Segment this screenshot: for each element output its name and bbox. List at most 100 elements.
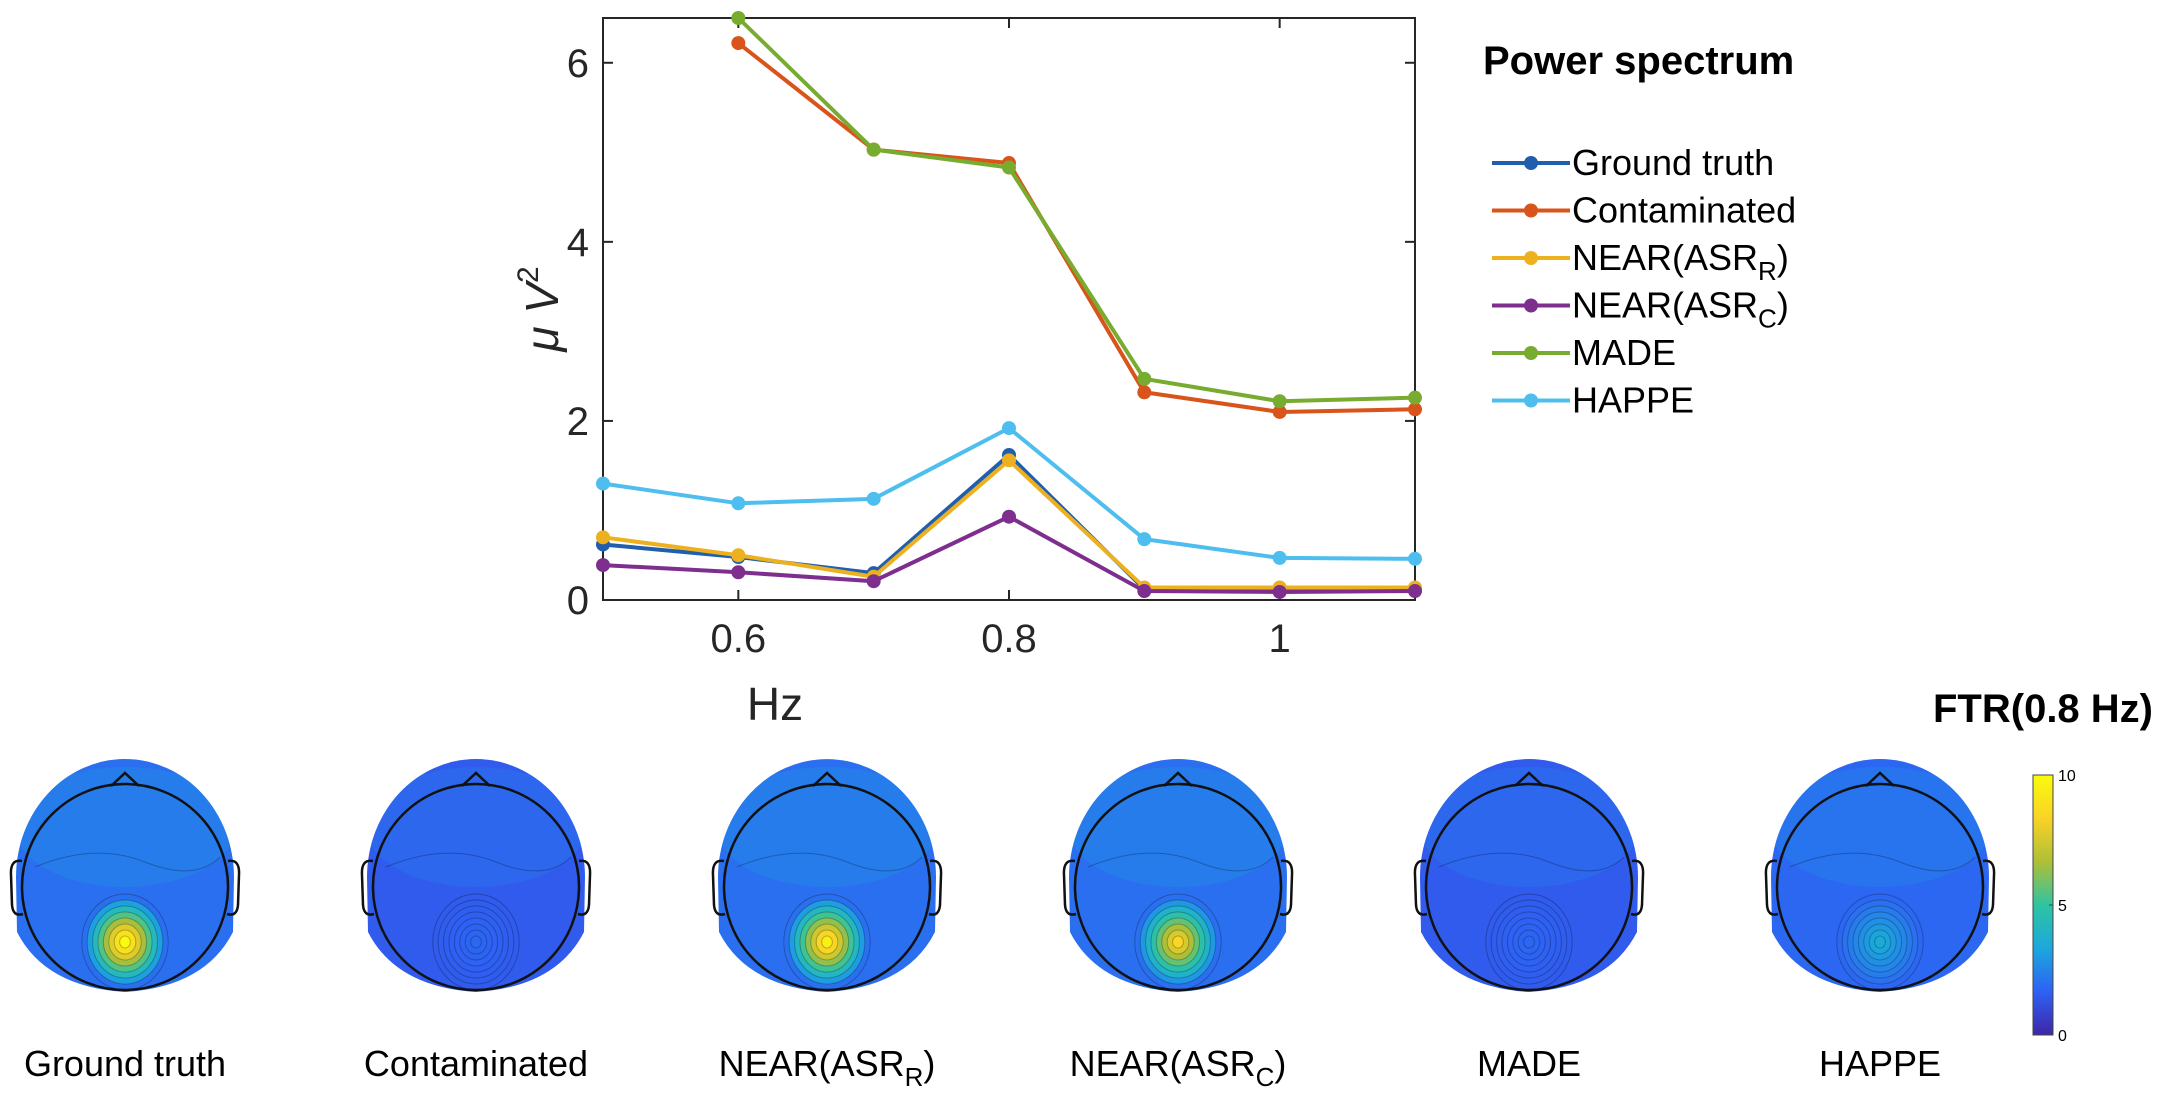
data-point <box>731 496 746 511</box>
topomap-contour <box>1087 852 1274 872</box>
topomap-3: NEAR(ASRC) <box>1062 759 1294 1092</box>
left-ear-outline <box>9 859 24 916</box>
topomap-5: HAPPE <box>1764 759 1996 1084</box>
topomap-label-sub: C <box>1256 1062 1275 1092</box>
right-ear-outline <box>1279 859 1294 916</box>
left-ear-outline <box>1062 859 1077 916</box>
left-ear-outline <box>711 859 726 916</box>
data-point <box>1137 385 1152 400</box>
legend-item: MADE <box>1492 332 1676 373</box>
x-axis-label: Hz <box>747 678 803 730</box>
legend-label: HAPPE <box>1572 380 1694 421</box>
y-tick-label: 4 <box>567 221 589 265</box>
topomap-field <box>1069 759 1287 992</box>
data-point <box>1408 390 1422 405</box>
topography-title: FTR(0.8 Hz) <box>1933 687 2153 731</box>
topomap-peak-contour <box>1523 935 1535 949</box>
series-5 <box>596 421 1422 566</box>
topomap-0: Ground truth <box>9 759 241 1084</box>
x-tick-label: 0.8 <box>981 617 1037 661</box>
data-point <box>731 36 746 51</box>
legend-item: Ground truth <box>1492 142 1774 183</box>
topomap-field <box>367 759 585 992</box>
topomap-field <box>1420 759 1638 992</box>
data-point <box>1408 402 1422 417</box>
colorbar-tick-label: 0 <box>2058 1028 2067 1045</box>
legend-marker <box>1524 393 1538 408</box>
data-point <box>731 11 746 25</box>
head-outline <box>1775 782 1985 992</box>
topomap-frontal-region <box>718 767 936 887</box>
data-point <box>596 558 610 573</box>
legend-label: NEAR(ASRR) <box>1572 237 1789 286</box>
topomap-label: NEAR(ASRC) <box>1070 1043 1287 1092</box>
topomap-label: NEAR(ASRR) <box>719 1043 936 1092</box>
legend-label: Contaminated <box>1572 190 1796 231</box>
nose-outline <box>461 771 491 787</box>
topomap-label-sub: R <box>905 1062 924 1092</box>
y-axis-label: μ V2 <box>512 266 568 352</box>
topography-panel: FTR(0.8 Hz) Ground truth Contaminated NEAR… <box>9 687 2153 1092</box>
topomap-label: MADE <box>1477 1043 1581 1084</box>
legend-label-base: NEAR(ASR <box>1572 285 1758 326</box>
data-point <box>866 142 881 157</box>
topomap-label-tail: ) <box>1274 1043 1286 1084</box>
data-point <box>1272 584 1287 599</box>
y-axis-label-sup: 2 <box>512 266 545 283</box>
topomap-frontal-region <box>1771 767 1989 887</box>
y-tick-label: 6 <box>567 42 589 86</box>
head-outline <box>1424 782 1634 992</box>
series-line <box>737 41 1416 414</box>
data-point <box>1002 453 1016 468</box>
left-ear-outline <box>1764 859 1779 916</box>
series-4 <box>731 11 1422 409</box>
legend-item: HAPPE <box>1492 380 1694 421</box>
topomap-field <box>1771 759 1989 992</box>
topomap-frontal-region <box>1420 767 1638 887</box>
head-outline <box>1073 782 1283 992</box>
topomap-contour <box>1789 852 1976 872</box>
nose-outline <box>1865 771 1895 787</box>
x-tick-label: 0.6 <box>711 617 767 661</box>
topomap-label: Contaminated <box>364 1043 588 1084</box>
topomap-label-tail: ) <box>923 1043 935 1084</box>
chart-title: Power spectrum <box>1483 39 1794 83</box>
y-tick-label: 2 <box>567 400 589 444</box>
legend-label-tail: ) <box>1777 285 1789 326</box>
right-ear-outline <box>226 859 241 916</box>
left-ear-outline <box>360 859 375 916</box>
legend-label-base: MADE <box>1572 332 1676 373</box>
head-outline <box>371 782 581 992</box>
legend: Power spectrum Ground truth Contaminated N… <box>1483 39 1796 421</box>
data-point <box>866 574 881 589</box>
legend-item: NEAR(ASRR) <box>1492 237 1789 286</box>
left-ear-outline <box>1413 859 1428 916</box>
topomap-peak-contour <box>470 935 482 949</box>
legend-label: MADE <box>1572 332 1676 373</box>
colorbar-tick-label: 10 <box>2058 768 2076 785</box>
data-point <box>596 476 610 491</box>
head-outline <box>20 782 230 992</box>
right-ear-outline <box>577 859 592 916</box>
legend-label-base: Contaminated <box>1572 190 1796 231</box>
topomap-contour <box>1438 852 1625 872</box>
x-tick-label: 1 <box>1269 617 1291 661</box>
nose-outline <box>812 771 842 787</box>
topomap-contour <box>34 852 221 872</box>
series-3 <box>596 509 1422 599</box>
legend-label-sub: C <box>1758 304 1777 334</box>
legend-item: NEAR(ASRC) <box>1492 285 1789 334</box>
topomap-2: NEAR(ASRR) <box>711 759 943 1092</box>
topomap-contour <box>385 852 572 872</box>
legend-marker <box>1524 346 1538 360</box>
topomap-field <box>718 759 936 992</box>
legend-marker <box>1524 251 1538 265</box>
data-point <box>1002 421 1016 436</box>
topomap-label-base: MADE <box>1477 1043 1581 1084</box>
topomap-4: MADE <box>1413 759 1645 1084</box>
y-axis-label-base: μ V <box>516 279 568 353</box>
data-point <box>1002 509 1016 524</box>
topomap-peak-contour <box>119 935 131 949</box>
topomap-label-base: Ground truth <box>24 1043 226 1084</box>
